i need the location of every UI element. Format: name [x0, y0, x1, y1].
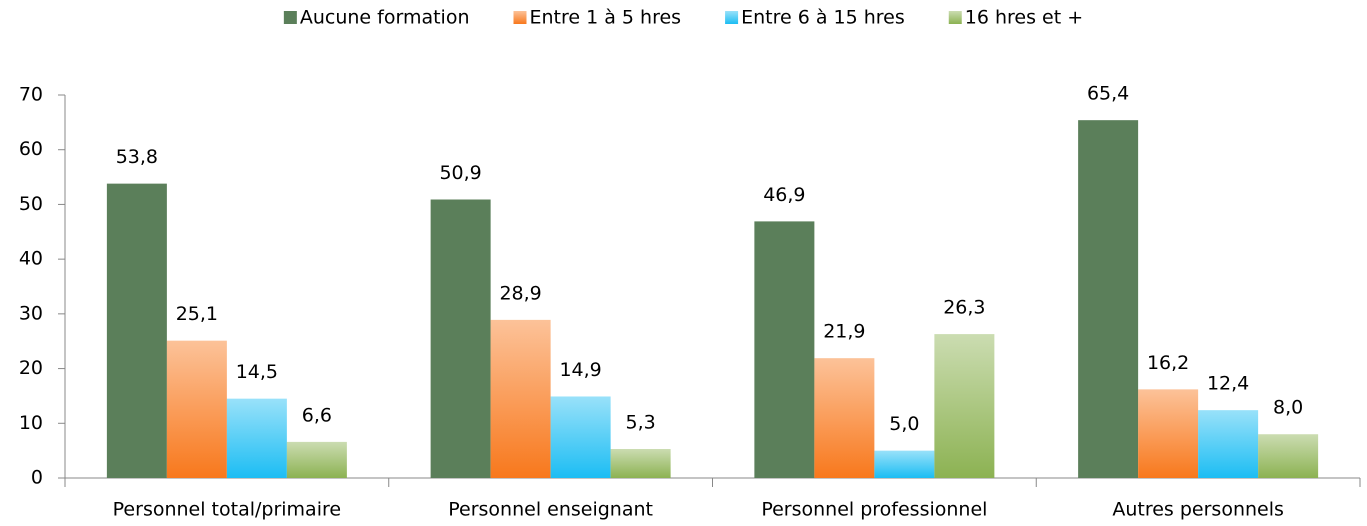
value-label: 8,0 [1273, 397, 1303, 419]
value-label: 46,9 [763, 184, 805, 206]
value-label: 14,9 [559, 359, 601, 381]
bar [286, 441, 347, 478]
value-label: 21,9 [823, 321, 865, 343]
bar [814, 358, 875, 478]
legend-swatch [283, 11, 297, 24]
legend-label: Entre 6 à 15 hres [741, 7, 905, 29]
y-tick-label: 70 [19, 84, 43, 106]
legend-label: 16 hres et + [965, 7, 1083, 29]
value-label: 5,3 [626, 412, 656, 434]
x-tick-label: Personnel total/primaire [113, 499, 341, 521]
bar [754, 221, 815, 478]
y-tick-label: 40 [19, 248, 43, 270]
legend: Aucune formation Entre 1 à 5 hres Entre 6 … [283, 7, 1083, 29]
value-label: 50,9 [439, 162, 481, 184]
value-label: 28,9 [499, 282, 541, 304]
x-tick-label: Autres personnels [1112, 499, 1284, 521]
value-label: 26,3 [943, 297, 985, 319]
y-tick-label: 0 [31, 467, 43, 489]
bar [550, 396, 611, 478]
y-tick-label: 50 [19, 193, 43, 215]
value-label: 12,4 [1207, 373, 1249, 395]
value-label: 5,0 [889, 413, 919, 435]
y-tick-label: 60 [19, 138, 43, 160]
value-label: 16,2 [1147, 352, 1189, 374]
value-label: 53,8 [116, 146, 158, 168]
y-tick-label: 20 [19, 357, 43, 379]
bar [166, 340, 227, 478]
bar [430, 199, 491, 479]
bar [934, 334, 995, 478]
value-label: 65,4 [1087, 83, 1129, 105]
y-tick-label: 30 [19, 302, 43, 324]
legend-swatch [948, 11, 962, 24]
x-tick-label: Personnel enseignant [448, 499, 653, 521]
bar [610, 449, 671, 478]
y-tick-label: 10 [19, 412, 43, 434]
bar [874, 450, 935, 478]
bar [106, 183, 167, 478]
value-label: 14,5 [236, 361, 278, 383]
value-label: 25,1 [176, 303, 218, 325]
legend-label: Aucune formation [300, 7, 470, 29]
bar [1258, 434, 1319, 478]
bar [490, 319, 551, 478]
bar [1078, 120, 1139, 478]
bar [1198, 410, 1259, 478]
legend-label: Entre 1 à 5 hres [529, 7, 681, 29]
bar [1138, 389, 1199, 478]
value-label: 6,6 [302, 404, 332, 426]
x-tick-label: Personnel professionnel [761, 499, 987, 521]
legend-swatch [513, 11, 527, 24]
legend-swatch [725, 11, 739, 24]
bar [226, 398, 287, 478]
